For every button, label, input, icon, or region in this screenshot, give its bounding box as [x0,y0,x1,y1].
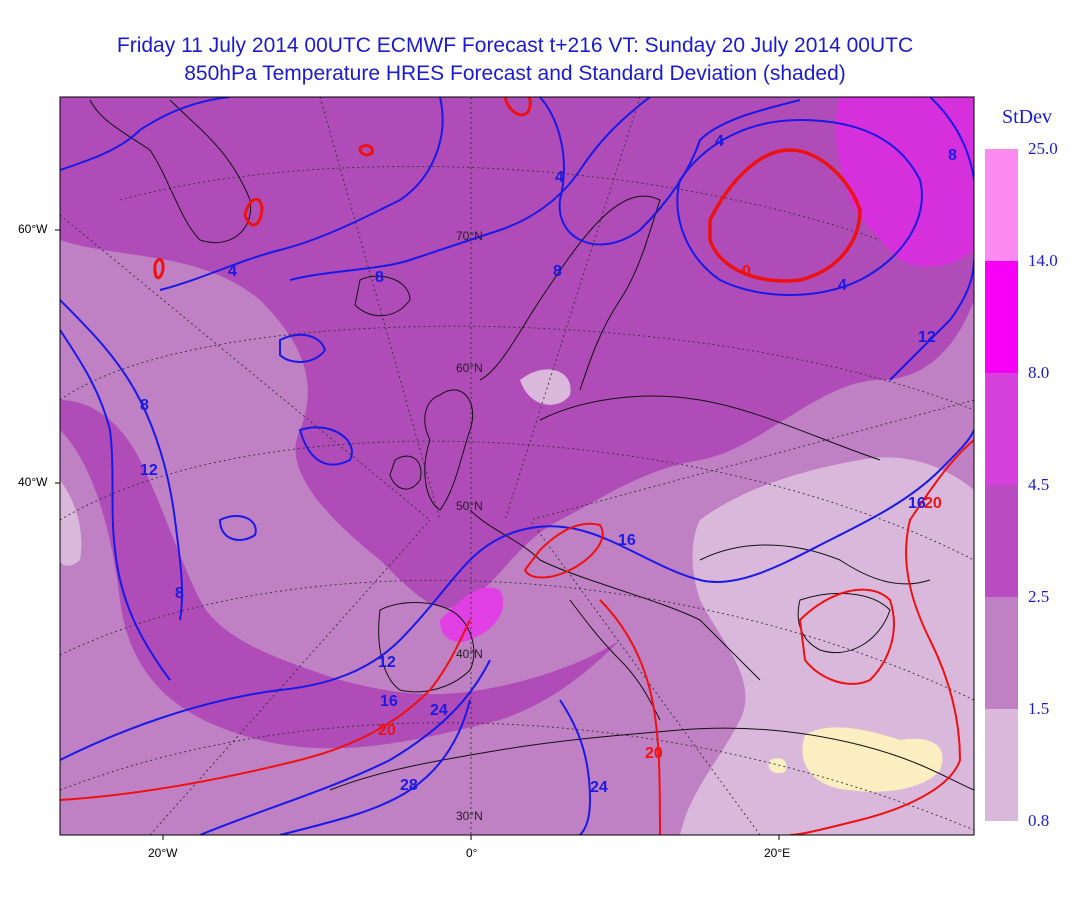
colorbar-swatch-2.5-4.5 [985,485,1018,597]
contour-24-a [199,659,491,835]
contour-0 [708,148,862,283]
lat-label: 60°N [456,361,483,375]
contour-label: 24 [590,779,608,796]
contour-label: 20 [924,495,942,512]
lat-label: 40°N [456,647,483,661]
contour-0-small-c [153,257,165,280]
contour-label: 12 [378,654,396,671]
colorbar-level: 0.8 [1028,811,1050,830]
stdev-shade-below-0.8-small [768,758,787,774]
contour-0-small-a [243,197,264,227]
temperature-contours-red [60,97,974,835]
contour-label: 28 [400,777,418,794]
bottom-axis-label: 20°W [148,846,178,860]
contour-label: 8 [140,397,149,414]
colorbar-swatch-8-14 [985,261,1018,373]
contour-label: 24 [430,702,448,719]
contour-0-small-b [358,144,374,157]
stdev-shade-below-0.8 [802,727,943,792]
contour-4-c [539,97,801,246]
contour-small-3 [298,426,353,466]
coastlines [89,99,974,791]
contour-label: 12 [918,329,936,346]
colorbar-level: 8.0 [1028,363,1050,382]
lat-label: 30°N [456,809,483,823]
bottom-axis-label: 0° [466,846,478,860]
map-title-line1: Friday 11 July 2014 00UTC ECMWF Forecast… [116,34,914,57]
stdev-shade-high-patch [440,587,504,642]
contour-8-b [289,97,651,281]
left-axis-label: 60°W [18,222,48,236]
contour-label: 16 [380,693,398,710]
contour-label: 8 [948,147,957,164]
colorbar-level: 25.0 [1028,139,1058,158]
contour-label: 16 [908,495,926,512]
contour-20-a [60,619,471,801]
contour-20-c [599,599,661,835]
colorbar-level: 1.5 [1028,699,1050,718]
map-plot-area: 4 4 4 4 8 8 8 8 8 12 12 12 16 16 16 24 2… [60,97,974,835]
stdev-shade-0.8-west [60,480,82,566]
contour-28 [279,699,471,835]
colorbar-title: StDev [1002,106,1052,128]
left-axis-label: 40°W [18,475,48,489]
contour-20-b [523,522,604,579]
contour-label: 8 [375,269,384,286]
contour-label: 4 [555,169,564,186]
contour-label: 4 [715,133,724,150]
lat-label: 50°N [456,499,483,513]
blue-contour-labels: 4 4 4 4 8 8 8 8 8 12 12 12 16 16 16 24 2… [140,133,957,796]
contour-label: 20 [378,722,396,739]
contour-small-2 [218,515,257,541]
contour-label: 8 [175,585,184,602]
contour-20-d [789,439,974,835]
bottom-axis-label: 20°E [764,846,791,860]
colorbar-level: 2.5 [1028,587,1050,606]
contour-16 [60,429,974,761]
lat-label: 70°N [456,229,483,243]
contour-label: 16 [618,532,636,549]
contour-label: 4 [228,263,237,280]
stdev-colorbar [985,149,1018,821]
contour-0-small-d [503,97,532,117]
temperature-contours-blue [60,97,974,835]
axis-ticks [55,229,780,840]
red-contour-labels: 0 20 20 20 [378,263,942,762]
stdev-shade-2.5-south [60,400,620,749]
contour-24-b [559,699,592,835]
contour-8-c [929,97,974,181]
colorbar-swatch-0.8-1.5 [985,709,1018,821]
map-title-line2: 850hPa Temperature HRES Forecast and Sta… [184,62,846,85]
contour-small-1 [279,333,327,363]
latitude-labels: 70°N 60°N 50°N 40°N 30°N [456,229,483,823]
contour-label: 8 [553,263,562,280]
contour-12-a [60,329,171,681]
contour-12-b [889,259,974,381]
contour-20-e [798,588,895,685]
stdev-shade-4.5 [835,97,974,267]
contour-label: 12 [140,462,158,479]
colorbar-swatch-1.5-2.5 [985,597,1018,709]
map-frame [59,96,975,836]
contour-4-b [159,97,444,291]
stdev-shade-0.8-baltic [520,369,571,405]
stdev-shade-2.5 [60,97,974,608]
contour-label: 4 [838,277,847,294]
contour-8-a [60,299,184,621]
contour-4-d [676,118,923,296]
contour-label: 20 [645,745,663,762]
graticule [60,97,974,835]
colorbar-swatch-14-25 [985,149,1018,261]
colorbar-swatch-4.5-8 [985,373,1018,485]
contour-label: 0 [742,263,751,280]
colorbar-level: 14.0 [1028,251,1058,270]
contour-4-a [60,97,231,171]
colorbar-level: 4.5 [1028,475,1050,494]
